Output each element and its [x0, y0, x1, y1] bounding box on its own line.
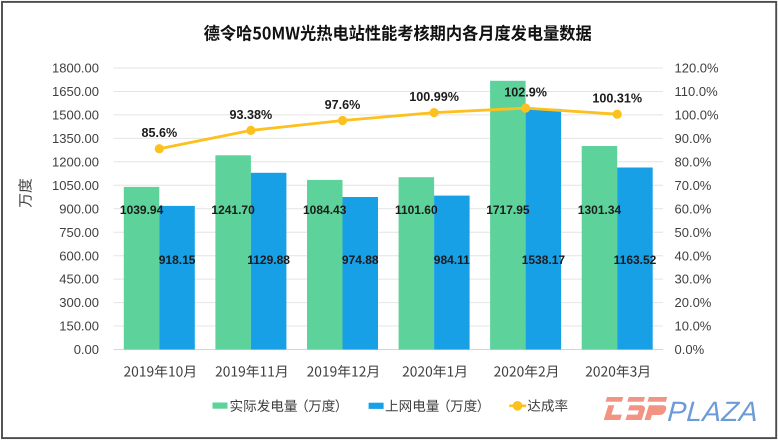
svg-text:1200.00: 1200.00 — [52, 154, 99, 169]
svg-text:93.38%: 93.38% — [230, 108, 273, 122]
svg-text:150.00: 150.00 — [59, 319, 99, 334]
svg-text:90.0%: 90.0% — [675, 131, 712, 146]
svg-text:1301.34: 1301.34 — [578, 203, 622, 217]
svg-text:1538.17: 1538.17 — [522, 253, 566, 267]
svg-text:1350.00: 1350.00 — [52, 131, 99, 146]
svg-text:102.9%: 102.9% — [504, 86, 547, 100]
svg-text:1241.70: 1241.70 — [211, 203, 255, 217]
svg-text:984.11: 984.11 — [434, 253, 470, 267]
svg-text:60.0%: 60.0% — [675, 201, 712, 216]
svg-text:1500.00: 1500.00 — [52, 108, 99, 123]
svg-text:0.00: 0.00 — [74, 342, 99, 357]
svg-text:110.0%: 110.0% — [675, 84, 719, 99]
svg-text:1800.00: 1800.00 — [52, 61, 99, 76]
svg-text:30.0%: 30.0% — [675, 272, 712, 287]
svg-text:1084.43: 1084.43 — [303, 203, 347, 217]
svg-text:974.88: 974.88 — [342, 253, 379, 267]
svg-text:750.00: 750.00 — [59, 225, 99, 240]
svg-text:1039.94: 1039.94 — [120, 203, 164, 217]
svg-text:900.00: 900.00 — [59, 201, 99, 216]
svg-text:100.0%: 100.0% — [675, 108, 720, 123]
svg-text:1650.00: 1650.00 — [52, 84, 99, 99]
svg-text:0.0%: 0.0% — [675, 342, 705, 357]
svg-text:120.0%: 120.0% — [675, 61, 720, 76]
svg-text:100.99%: 100.99% — [409, 90, 459, 104]
svg-text:1101.60: 1101.60 — [395, 203, 438, 217]
svg-text:1717.95: 1717.95 — [486, 203, 530, 217]
svg-text:97.6%: 97.6% — [325, 98, 361, 112]
svg-text:PLAZA: PLAZA — [667, 396, 760, 427]
svg-text:70.0%: 70.0% — [675, 178, 712, 193]
svg-text:100.31%: 100.31% — [592, 92, 642, 106]
svg-text:1129.88: 1129.88 — [247, 253, 290, 267]
svg-text:20.0%: 20.0% — [675, 295, 712, 310]
svg-text:50.0%: 50.0% — [675, 225, 712, 240]
svg-text:450.00: 450.00 — [59, 272, 99, 287]
svg-text:40.0%: 40.0% — [675, 248, 712, 263]
svg-text:80.0%: 80.0% — [675, 154, 712, 169]
svg-text:1050.00: 1050.00 — [52, 178, 99, 193]
svg-text:600.00: 600.00 — [59, 248, 99, 263]
svg-text:85.6%: 85.6% — [141, 126, 177, 140]
svg-text:918.15: 918.15 — [159, 253, 196, 267]
svg-text:10.0%: 10.0% — [675, 319, 712, 334]
svg-text:1163.52: 1163.52 — [614, 253, 657, 267]
svg-text:300.00: 300.00 — [59, 295, 99, 310]
